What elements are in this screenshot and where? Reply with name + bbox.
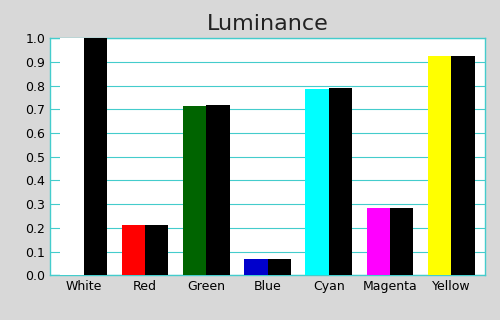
Bar: [329, 88, 352, 275]
Bar: [390, 208, 413, 275]
Title: Luminance: Luminance: [206, 14, 328, 34]
Bar: [452, 56, 474, 275]
Bar: [367, 208, 390, 275]
Bar: [84, 38, 107, 275]
Bar: [244, 259, 268, 275]
Bar: [145, 226, 168, 275]
Bar: [183, 106, 206, 275]
Bar: [122, 226, 145, 275]
Bar: [206, 105, 230, 275]
Bar: [60, 38, 84, 275]
Bar: [268, 259, 291, 275]
Bar: [428, 56, 452, 275]
Bar: [306, 89, 329, 275]
